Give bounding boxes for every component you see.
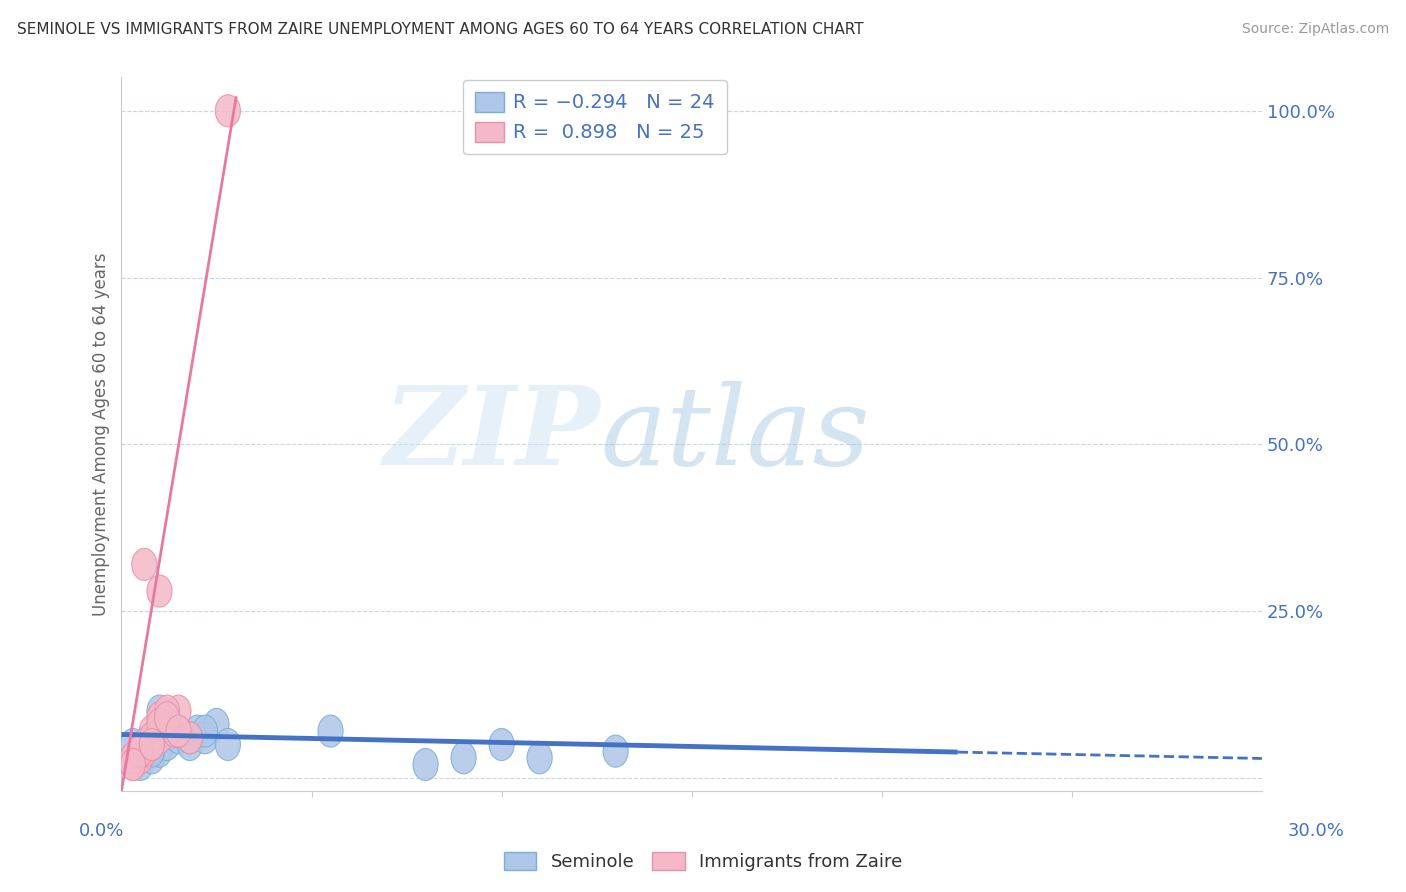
Ellipse shape — [155, 702, 180, 734]
Ellipse shape — [215, 95, 240, 127]
Text: 0.0%: 0.0% — [79, 822, 124, 840]
Ellipse shape — [128, 742, 153, 774]
Ellipse shape — [139, 722, 165, 754]
Ellipse shape — [121, 748, 145, 780]
Ellipse shape — [132, 549, 157, 581]
Ellipse shape — [155, 729, 180, 761]
Legend: R = −0.294   N = 24, R =  0.898   N = 25: R = −0.294 N = 24, R = 0.898 N = 25 — [463, 80, 727, 154]
Ellipse shape — [166, 695, 191, 727]
Ellipse shape — [451, 742, 477, 774]
Ellipse shape — [139, 735, 165, 767]
Ellipse shape — [121, 742, 145, 774]
Text: Source: ZipAtlas.com: Source: ZipAtlas.com — [1241, 22, 1389, 37]
Ellipse shape — [128, 748, 153, 780]
Ellipse shape — [139, 729, 165, 761]
Ellipse shape — [146, 702, 172, 734]
Ellipse shape — [603, 735, 628, 767]
Ellipse shape — [139, 742, 165, 774]
Ellipse shape — [413, 748, 439, 780]
Ellipse shape — [204, 708, 229, 740]
Ellipse shape — [155, 708, 180, 740]
Ellipse shape — [128, 735, 153, 767]
Ellipse shape — [177, 722, 202, 754]
Ellipse shape — [489, 729, 515, 761]
Ellipse shape — [527, 742, 553, 774]
Ellipse shape — [139, 729, 165, 761]
Ellipse shape — [146, 575, 172, 607]
Ellipse shape — [166, 715, 191, 747]
Ellipse shape — [155, 708, 180, 740]
Text: ZIP: ZIP — [384, 381, 600, 488]
Ellipse shape — [162, 715, 187, 747]
Ellipse shape — [121, 748, 145, 780]
Ellipse shape — [166, 715, 191, 747]
Y-axis label: Unemployment Among Ages 60 to 64 years: Unemployment Among Ages 60 to 64 years — [93, 252, 110, 616]
Ellipse shape — [146, 735, 172, 767]
Ellipse shape — [193, 722, 218, 754]
Text: 30.0%: 30.0% — [1288, 822, 1344, 840]
Ellipse shape — [186, 715, 209, 747]
Ellipse shape — [139, 715, 165, 747]
Ellipse shape — [215, 729, 240, 761]
Ellipse shape — [166, 722, 191, 754]
Ellipse shape — [155, 695, 180, 727]
Ellipse shape — [128, 735, 153, 767]
Ellipse shape — [177, 729, 202, 761]
Text: SEMINOLE VS IMMIGRANTS FROM ZAIRE UNEMPLOYMENT AMONG AGES 60 TO 64 YEARS CORRELA: SEMINOLE VS IMMIGRANTS FROM ZAIRE UNEMPL… — [17, 22, 863, 37]
Ellipse shape — [132, 735, 157, 767]
Ellipse shape — [132, 729, 157, 761]
Ellipse shape — [146, 708, 172, 740]
Ellipse shape — [177, 722, 202, 754]
Ellipse shape — [128, 742, 153, 774]
Ellipse shape — [146, 722, 172, 754]
Ellipse shape — [193, 715, 218, 747]
Legend: Seminole, Immigrants from Zaire: Seminole, Immigrants from Zaire — [496, 845, 910, 879]
Ellipse shape — [318, 715, 343, 747]
Text: atlas: atlas — [600, 381, 870, 488]
Ellipse shape — [146, 695, 172, 727]
Ellipse shape — [121, 729, 145, 761]
